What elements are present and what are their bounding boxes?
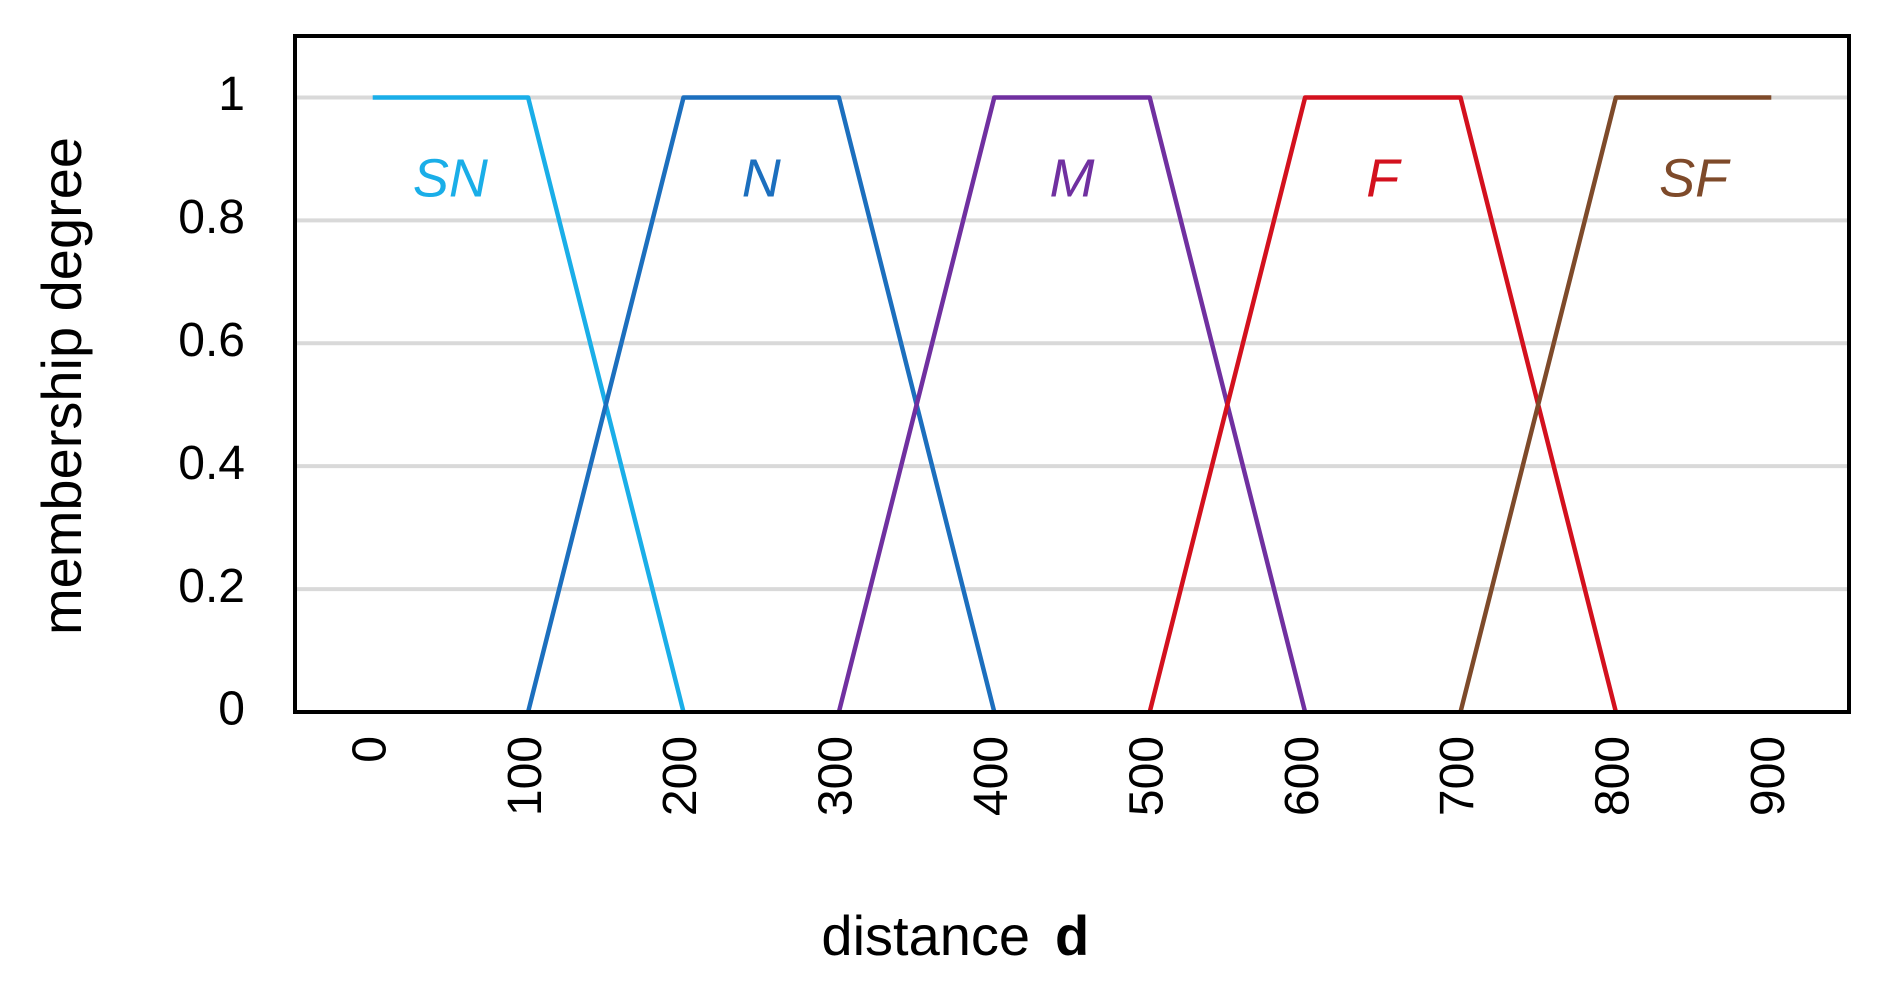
plot-frame: [293, 34, 1851, 714]
series-label: N: [742, 149, 782, 209]
y-tick-label: 0: [218, 683, 245, 736]
y-tick-label: 0.4: [178, 437, 245, 490]
series-label: F: [1366, 149, 1402, 209]
x-axis-title: distance: [821, 904, 1030, 967]
x-tick-label: 300: [810, 736, 863, 816]
x-tick-label: 900: [1742, 736, 1795, 816]
series-line: [1458, 95, 1772, 713]
x-tick-label: 600: [1276, 736, 1329, 816]
y-tick-label: 0.6: [178, 314, 245, 367]
x-tick-label: 400: [965, 736, 1018, 816]
x-tick-label: 500: [1120, 736, 1173, 816]
y-tick-label: 1: [218, 68, 245, 121]
x-tick-label: 100: [499, 736, 552, 816]
y-tick-label: 0.8: [178, 191, 245, 244]
series-line: [372, 95, 686, 713]
series-label: SF: [1659, 149, 1731, 209]
series-label: SN: [413, 149, 489, 209]
x-tick-label: 800: [1587, 736, 1640, 816]
series-label: M: [1050, 149, 1095, 209]
y-axis-title: membership degree: [30, 137, 93, 635]
x-tick-label: 0: [343, 736, 396, 763]
x-tick-label: 200: [654, 736, 707, 816]
x-tick-label: 700: [1431, 736, 1484, 816]
x-axis-symbol: d: [1055, 904, 1089, 967]
y-tick-label: 0.2: [178, 560, 245, 613]
